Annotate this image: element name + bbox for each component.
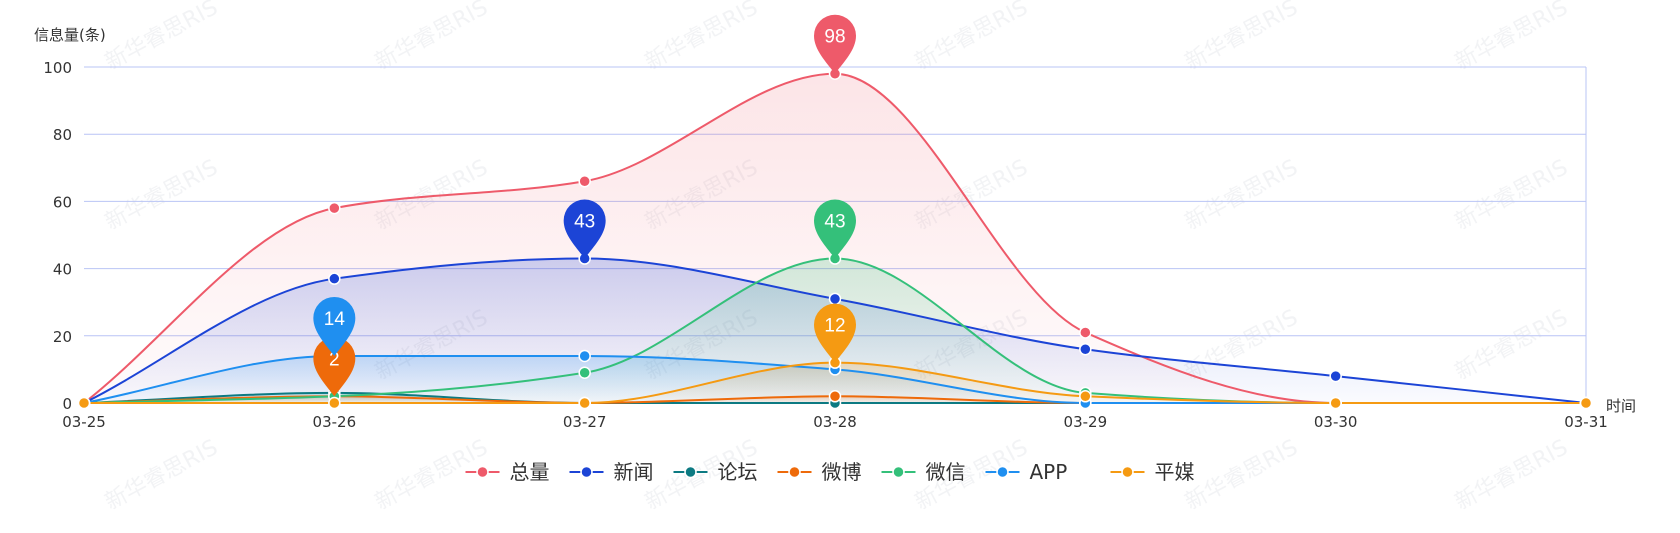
x-axis-title: 时间 (1606, 397, 1636, 415)
y-tick-label: 20 (53, 328, 72, 346)
data-point-APP (578, 349, 591, 363)
data-point-平媒 (77, 396, 91, 410)
x-tick-label: 03-30 (1314, 413, 1358, 431)
data-point-平媒 (1079, 390, 1092, 403)
legend-marker (684, 465, 697, 479)
x-tick-label: 03-31 (1564, 413, 1608, 431)
pin-APP: 14 (313, 296, 356, 356)
x-tick-label: 03-25 (62, 413, 106, 431)
data-point-新闻 (1329, 369, 1342, 383)
max-value-pins: 98 43 2 43 14 12 (313, 14, 856, 397)
legend-marker (476, 465, 489, 479)
data-point-平媒 (578, 396, 591, 410)
pin-总量: 98 (814, 14, 856, 74)
x-tick-label: 03-29 (1064, 413, 1108, 431)
legend-marker (580, 465, 593, 479)
y-tick-label: 80 (53, 126, 72, 144)
data-point-微信 (578, 366, 591, 380)
data-point-新闻 (1079, 342, 1092, 356)
pin-新闻: 43 (563, 199, 606, 259)
pin-shape (814, 303, 856, 363)
data-point-微博 (828, 390, 842, 403)
watermark-text: 新华睿思RIS (1451, 305, 1572, 385)
pin-微博: 2 (313, 337, 356, 397)
legend-item-平媒: 平媒 (1110, 460, 1195, 484)
legend-label: 微博 (822, 460, 862, 484)
data-point-总量 (328, 201, 341, 215)
watermark-text: 新华睿思RIS (1181, 435, 1302, 515)
pin-label: 43 (824, 212, 845, 233)
pin-平媒: 12 (814, 303, 856, 363)
data-point-总量 (578, 174, 591, 188)
pin-shape (313, 337, 356, 397)
watermark-text: 新华睿思RIS (1451, 0, 1572, 75)
legend-marker (1121, 465, 1134, 479)
axis-layer: 信息量(条) 时间 0 20 40 60 80 100 03-25 03-26 03-27 03-… (34, 26, 1636, 431)
watermark-text: 新华睿思RIS (1451, 155, 1572, 235)
legend-item-论坛: 论坛 (673, 460, 758, 484)
y-axis-title: 信息量(条) (34, 26, 106, 44)
pin-shape (814, 14, 856, 74)
legend-label: 微信 (926, 460, 966, 484)
x-tick-label: 03-28 (813, 413, 857, 431)
data-point-新闻 (328, 272, 341, 285)
legend-marker (892, 465, 905, 479)
pin-微信: 43 (814, 199, 856, 259)
watermark-text: 新华睿思RIS (101, 435, 222, 515)
pin-shape (563, 199, 606, 259)
legend-item-微信: 微信 (881, 460, 966, 484)
pin-label: 2 (329, 349, 340, 370)
legend-label: 总量 (510, 460, 550, 484)
pin-label: 14 (324, 309, 346, 330)
legend-item-新闻: 新闻 (569, 460, 654, 484)
legend-label: APP (1030, 460, 1068, 484)
watermark-text: 新华睿思RIS (371, 0, 492, 75)
data-point-平媒 (328, 396, 341, 410)
pin-label: 43 (574, 212, 595, 233)
data-point-总量 (1079, 326, 1092, 339)
x-tick-label: 03-27 (563, 413, 607, 431)
data-point-平媒 (1579, 396, 1593, 410)
watermark-text: 新华睿思RIS (101, 155, 222, 235)
watermark-text: 新华睿思RIS (641, 0, 762, 75)
legend-item-微博: 微博 (777, 460, 862, 484)
area-平媒 (84, 362, 1586, 403)
legend-marker (996, 465, 1009, 479)
watermark-text: 新华睿思RIS (101, 0, 222, 75)
legend-label: 论坛 (718, 460, 758, 484)
watermark-text: 新华睿思RIS (1451, 435, 1572, 515)
x-tick-label: 03-26 (313, 413, 357, 431)
pin-label: 12 (824, 316, 845, 337)
watermark-text: 新华睿思RIS (911, 0, 1032, 75)
pin-label: 98 (824, 27, 845, 48)
legend: 总量 新闻 论坛 微博 微信 APP 平媒 (465, 460, 1195, 484)
y-tick-label: 100 (43, 59, 72, 77)
legend-item-APP: APP (985, 460, 1068, 484)
watermark-text: 新华睿思RIS (371, 435, 492, 515)
y-tick-label: 60 (53, 193, 72, 211)
legend-label: 新闻 (614, 460, 654, 484)
watermark-text: 新华睿思RIS (1181, 155, 1302, 235)
pin-shape (814, 199, 856, 259)
data-point-平媒 (1329, 396, 1342, 410)
pin-shape (313, 296, 356, 356)
legend-item-总量: 总量 (465, 460, 550, 484)
data-point-新闻 (828, 292, 842, 306)
legend-marker (788, 465, 801, 479)
legend-label: 平媒 (1155, 460, 1195, 484)
y-tick-label: 40 (53, 261, 72, 279)
watermark-text: 新华睿思RIS (1181, 0, 1302, 75)
y-tick-label: 0 (62, 395, 72, 413)
